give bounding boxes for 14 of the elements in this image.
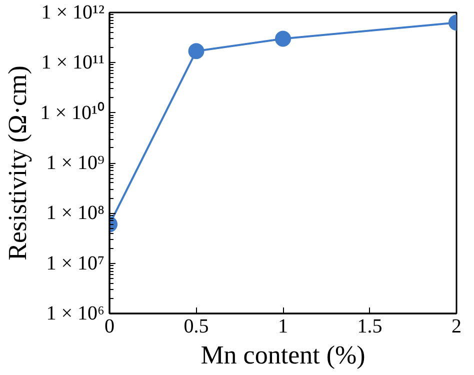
x-axis-title: Mn content (%) — [200, 340, 366, 370]
x-tick-label: 0 — [104, 316, 114, 338]
y-tick-label: 1 × 10⁶ — [46, 302, 105, 324]
x-tick-label: 1.5 — [357, 316, 382, 338]
y-axis-title: Resistivity (Ω·cm) — [3, 66, 32, 260]
y-tick-label: 1 × 10¹² — [41, 2, 105, 24]
y-tick-label: 1 × 10⁷ — [46, 252, 105, 274]
y-tick-label: 1 × 10¹¹ — [41, 52, 105, 74]
x-tick-label: 0.5 — [184, 316, 209, 338]
y-tick-label: 1 × 10¹⁰ — [40, 100, 105, 124]
y-tick-label: 1 × 10⁸ — [46, 202, 105, 224]
x-tick-label: 2 — [452, 316, 462, 338]
y-tick-label: 1 × 10⁹ — [46, 152, 105, 174]
x-tick-label: 1 — [278, 316, 288, 338]
